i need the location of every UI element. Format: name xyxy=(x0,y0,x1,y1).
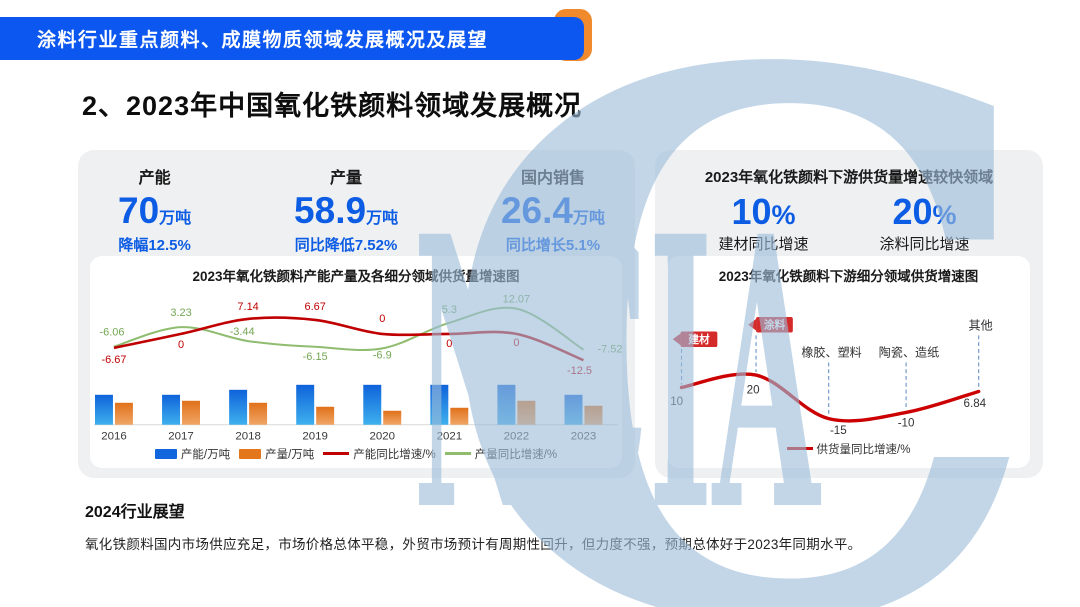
svg-text:10: 10 xyxy=(670,395,683,408)
svg-text:5.3: 5.3 xyxy=(442,304,457,316)
svg-text:-6.06: -6.06 xyxy=(99,327,124,339)
svg-text:2023: 2023 xyxy=(571,431,597,443)
svg-text:2021: 2021 xyxy=(437,431,463,443)
svg-text:0: 0 xyxy=(178,339,184,351)
stat-change: 降幅12.5% xyxy=(118,237,191,254)
stats-row: 产能 70万吨 降幅12.5% 产量 58.9万吨 同比降低7.52% 国内销售… xyxy=(78,150,635,255)
legend-item: 产能同比增速/% xyxy=(323,446,436,462)
left-chart-title: 2023年氧化铁颜料产能产量及各细分领域供货量增速图 xyxy=(192,269,520,284)
banner-title: 涂料行业重点颜料、成膜物质领域发展概况及展望 xyxy=(37,30,489,51)
svg-text:0: 0 xyxy=(446,338,452,350)
outlook-body: 氧化铁颜料国内市场供应充足，市场价格总体平稳，外贸市场预计有周期性回升，但力度不… xyxy=(85,537,862,552)
legend-item: 产量/万吨 xyxy=(239,446,314,462)
stat-capacity: 产能 70万吨 降幅12.5% xyxy=(118,164,191,255)
stat-value: 70 xyxy=(118,190,160,231)
svg-text:2017: 2017 xyxy=(168,431,194,443)
stat-label: 产量 xyxy=(330,170,363,187)
outlook-section: 2024行业展望 氧化铁颜料国内市场供应充足，市场价格总体平稳，外贸市场预计有周… xyxy=(85,498,1045,553)
svg-text:-3.44: -3.44 xyxy=(230,326,255,338)
highlight-value: 10 xyxy=(731,191,772,232)
legend-bar-swatch xyxy=(239,448,262,459)
right-panel: 2023年氧化铁颜料下游供货量增速较快领域 10% 建材同比增速 20% 涂料同… xyxy=(655,150,1043,478)
svg-text:2020: 2020 xyxy=(369,431,395,443)
svg-text:6.67: 6.67 xyxy=(304,301,325,313)
legend-item: 产能/万吨 xyxy=(154,446,231,462)
outlook-heading: 2024行业展望 xyxy=(85,504,185,521)
svg-text:12.07: 12.07 xyxy=(503,294,530,306)
highlight-value: 20 xyxy=(892,191,933,232)
stat-label: 国内销售 xyxy=(520,170,585,187)
right-chart-legend: 供货量同比增速/% xyxy=(667,441,1030,457)
capacity-production-growth-chart: 2016 2017 2018 2019 2020 2021 2022 2023 -6.06 3.2… xyxy=(93,294,622,443)
svg-text:-15: -15 xyxy=(830,424,847,437)
svg-text:20: 20 xyxy=(747,383,760,396)
stat-change: 同比增长5.1% xyxy=(505,237,601,254)
legend-line-swatch xyxy=(323,452,350,456)
svg-text:6.84: 6.84 xyxy=(964,397,987,410)
svg-text:2018: 2018 xyxy=(235,431,261,443)
svg-text:2016: 2016 xyxy=(101,431,127,443)
svg-text:-6.67: -6.67 xyxy=(101,354,126,366)
svg-text:0: 0 xyxy=(513,337,519,349)
stat-value: 58.9 xyxy=(294,190,367,231)
highlight-label: 涂料同比增速 xyxy=(879,236,970,253)
left-chart-legend: 产能/万吨 产量/万吨 产能同比增速/% 产量同比增速/% xyxy=(90,446,622,462)
right-chart-card: 2023年氧化铁颜料下游细分领域供货增速图 建材 涂料橡胶、塑料 陶瓷、造纸 其他 10… xyxy=(667,256,1030,468)
svg-text:-6.9: -6.9 xyxy=(373,349,392,361)
svg-text:陶瓷、造纸: 陶瓷、造纸 xyxy=(879,345,939,360)
left-chart-card: 2023年氧化铁颜料产能产量及各细分领域供货量增速图 2016 2017 2018 2… xyxy=(90,256,622,468)
stat-domestic-sales: 国内销售 26.4万吨 同比增长5.1% xyxy=(501,164,605,255)
svg-text:涂料: 涂料 xyxy=(764,319,786,332)
svg-text:2022: 2022 xyxy=(504,431,530,443)
svg-text:-12.5: -12.5 xyxy=(567,365,592,377)
legend-item: 产量同比增速/% xyxy=(444,446,558,462)
svg-text:2019: 2019 xyxy=(302,431,328,443)
highlight-coatings: 20% 涂料同比增速 xyxy=(879,191,969,254)
svg-text:橡胶、塑料: 橡胶、塑料 xyxy=(801,345,861,360)
right-chart-title: 2023年氧化铁颜料下游细分领域供货增速图 xyxy=(718,269,979,284)
svg-text:建材: 建材 xyxy=(688,333,710,346)
legend-label: 产能同比增速/% xyxy=(353,448,436,461)
stat-change: 同比降低7.52% xyxy=(294,237,398,254)
left-panel: 产能 70万吨 降幅12.5% 产量 58.9万吨 同比降低7.52% 国内销售… xyxy=(78,150,635,478)
page-title: 2、2023年中国氧化铁颜料领域发展概况 xyxy=(82,91,583,121)
highlight-building-materials: 10% 建材同比增速 xyxy=(718,191,808,254)
legend-label: 产量同比增速/% xyxy=(474,448,558,461)
legend-label: 供货量同比增速/% xyxy=(816,443,911,456)
right-panel-header: 2023年氧化铁颜料下游供货量增速较快领域 xyxy=(704,169,994,186)
category-tag: 建材 xyxy=(672,331,718,348)
legend-label: 产量/万吨 xyxy=(265,448,315,461)
highlight-label: 建材同比增速 xyxy=(718,236,809,253)
top-banner: 涂料行业重点颜料、成膜物质领域发展概况及展望 xyxy=(0,17,584,60)
stat-label: 产能 xyxy=(138,170,171,187)
svg-text:-6.15: -6.15 xyxy=(303,351,328,363)
legend-bar-swatch xyxy=(154,448,177,459)
legend-label: 产能/万吨 xyxy=(180,448,231,461)
svg-text:0: 0 xyxy=(379,313,385,325)
legend-line-swatch xyxy=(444,452,471,456)
stat-unit: 万吨 xyxy=(572,210,605,227)
stat-unit: 万吨 xyxy=(366,210,399,227)
svg-text:7.14: 7.14 xyxy=(237,301,258,313)
stat-output: 产量 58.9万吨 同比降低7.52% xyxy=(294,164,398,255)
svg-text:-7.52: -7.52 xyxy=(597,344,622,356)
percent-sign: % xyxy=(932,200,957,230)
stat-unit: 万吨 xyxy=(159,210,192,227)
legend-line-swatch xyxy=(786,447,813,451)
percent-sign: % xyxy=(771,200,796,230)
svg-text:3.23: 3.23 xyxy=(170,307,191,319)
highlights-row: 10% 建材同比增速 20% 涂料同比增速 xyxy=(655,187,1043,254)
category-tag: 涂料 xyxy=(748,317,793,333)
svg-text:-10: -10 xyxy=(898,416,915,429)
svg-text:其他: 其他 xyxy=(969,319,993,333)
stat-value: 26.4 xyxy=(500,190,573,231)
